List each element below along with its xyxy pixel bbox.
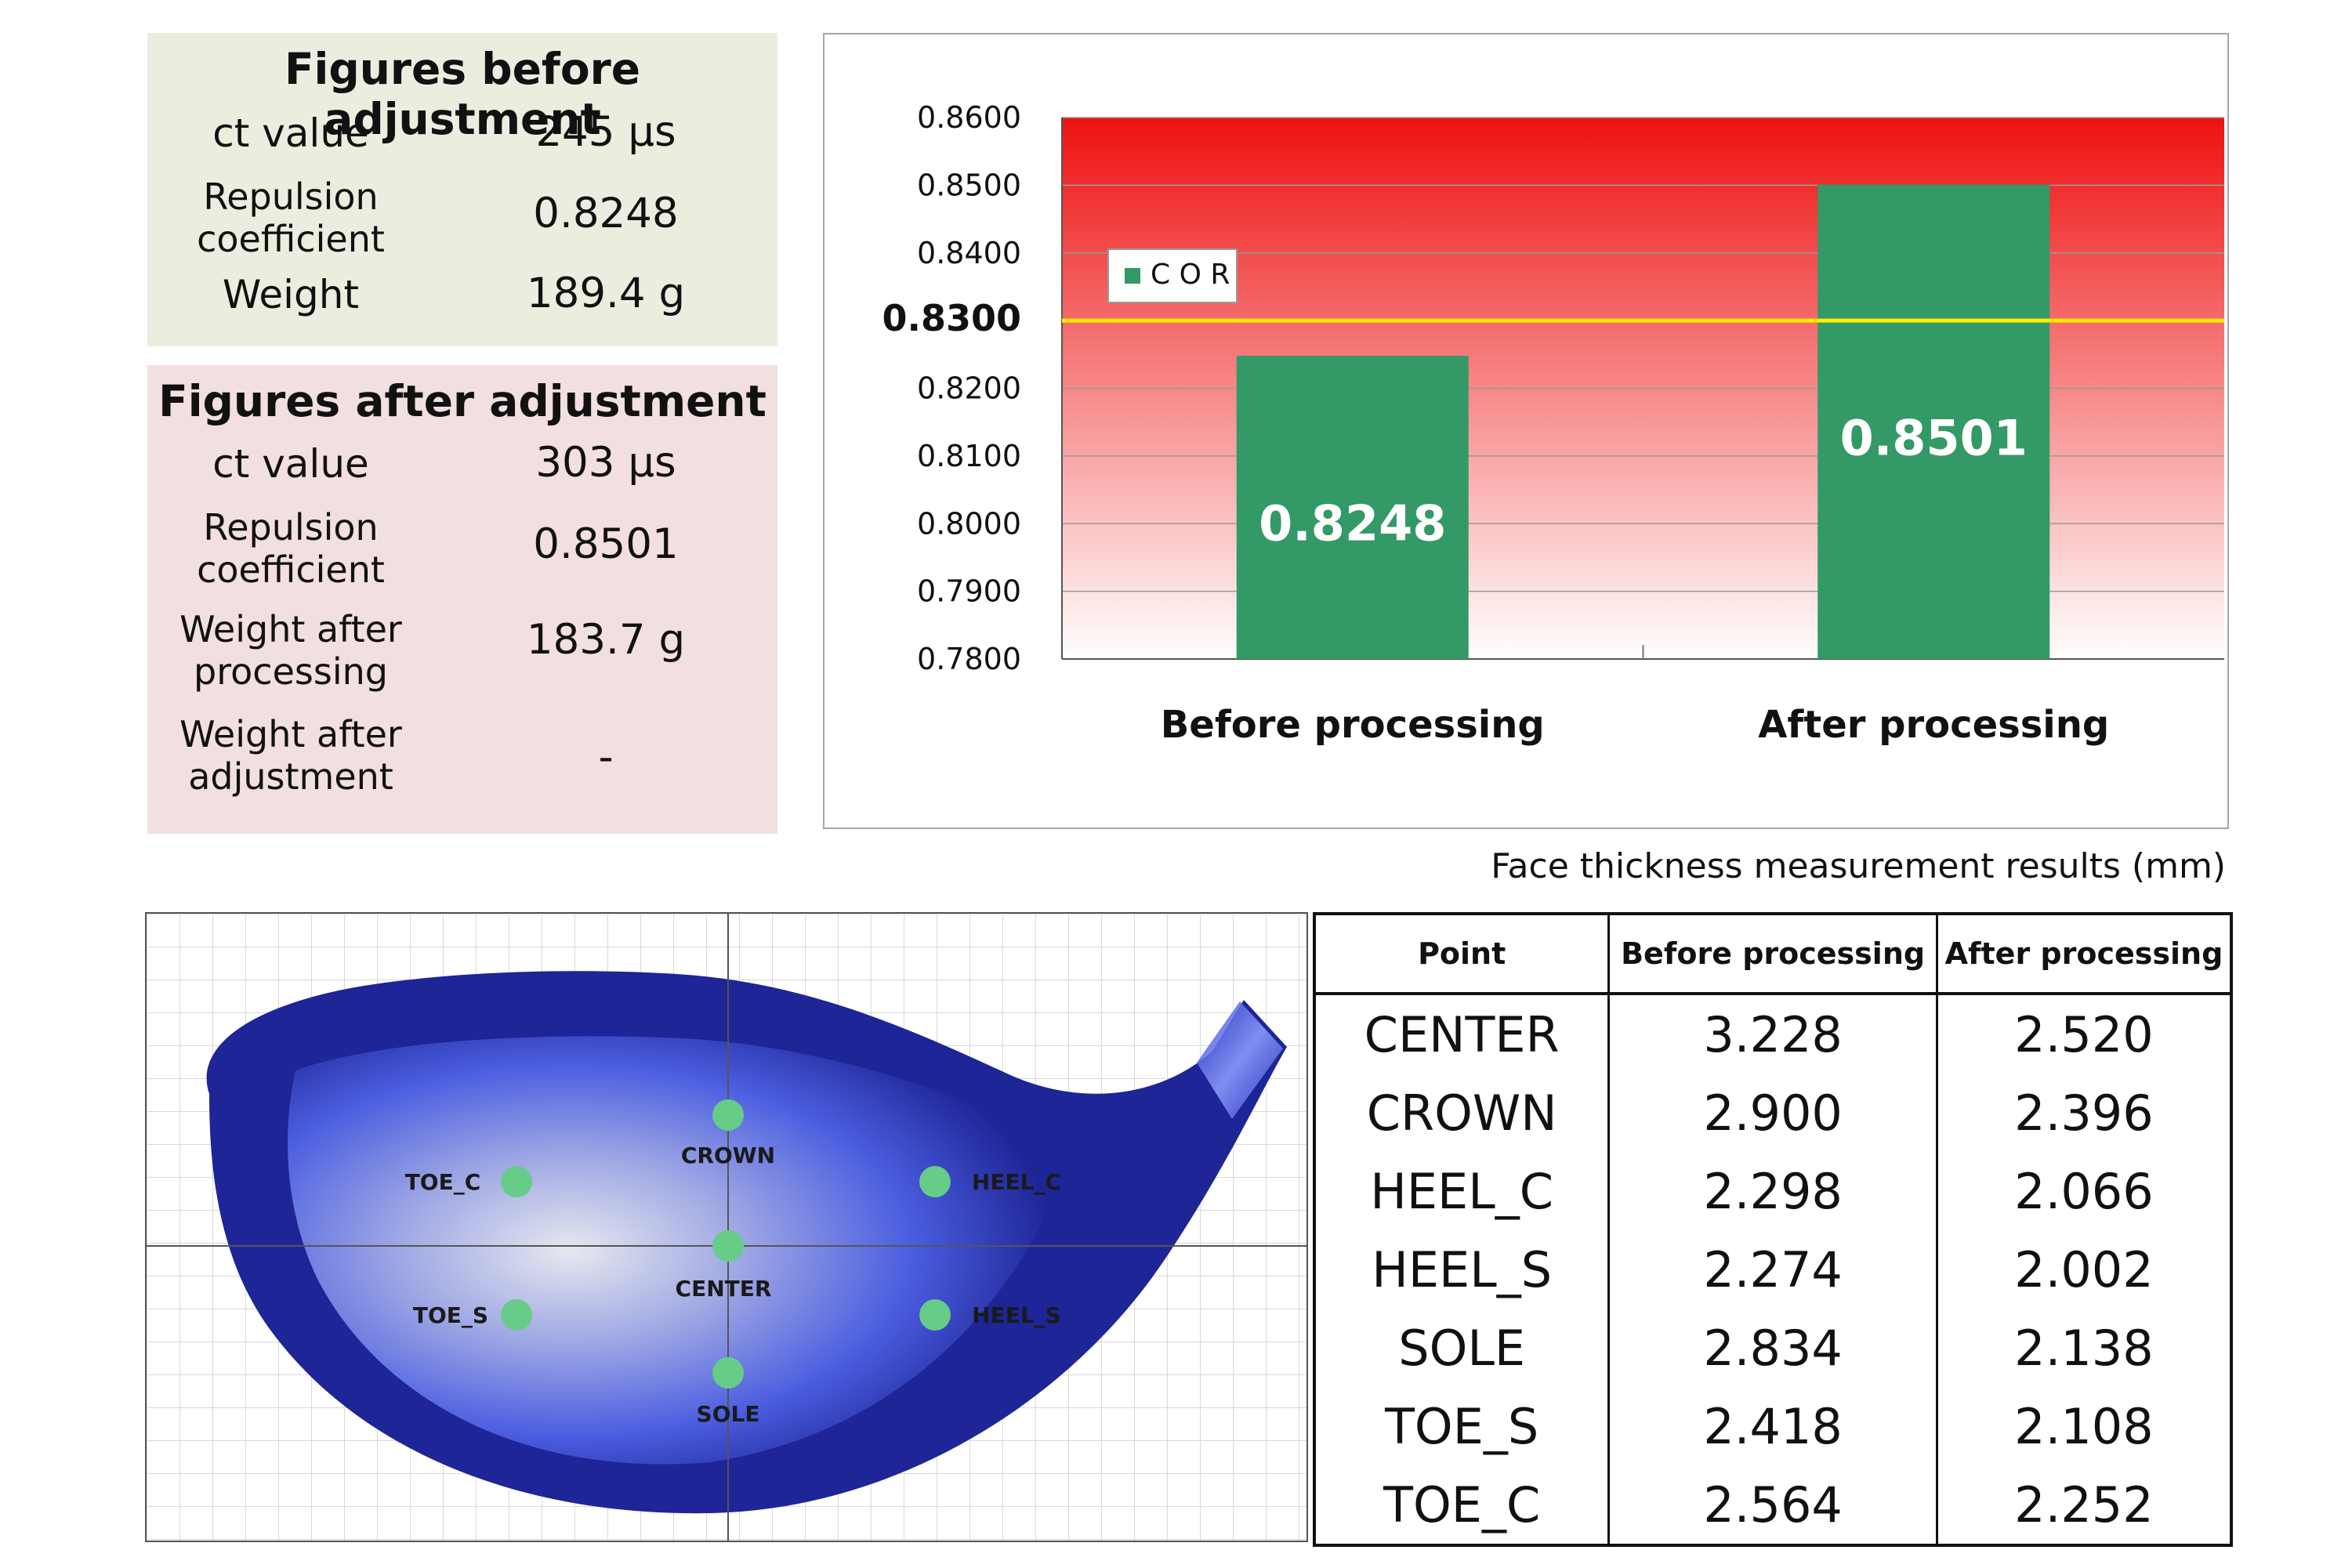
cell-after: 2.396: [2014, 1084, 2154, 1142]
crown-label: CROWN: [681, 1143, 775, 1168]
cell-point: CROWN: [1314, 1074, 1611, 1152]
face-diagram-svg: CROWN TOE_C HEEL_C CENTER TOE_S HEEL_S S…: [147, 914, 1306, 1541]
header-point: Point: [1314, 914, 1611, 995]
cell-after: 2.138: [2014, 1319, 2154, 1377]
header-before: Before processing: [1608, 914, 1938, 995]
after-ct-label: ct value: [212, 441, 369, 487]
label-line: coefficient: [197, 549, 385, 591]
toe-c-label: TOE_C: [405, 1169, 481, 1195]
hosel: [1197, 1001, 1283, 1119]
cell-point: TOE_S: [1314, 1387, 1611, 1465]
cell-before: 2.418: [1608, 1387, 1938, 1465]
label-line: adjustment: [188, 755, 393, 798]
cell-before: 2.834: [1608, 1309, 1938, 1387]
label-line: coefficient: [197, 218, 385, 260]
x-category-label: After processing: [1758, 703, 2109, 747]
heel-c-label: HEEL_C: [972, 1169, 1061, 1195]
before-panel-title: Figures before adjustment: [284, 44, 641, 144]
after-repulsion-value: 0.8501: [533, 520, 679, 568]
y-tick-label: 0.8600: [917, 100, 1021, 135]
thickness-table-caption: Face thickness measurement results (mm): [1491, 846, 2226, 886]
cell-point: HEEL_S: [1314, 1230, 1611, 1309]
cell-point: HEEL_C: [1314, 1152, 1611, 1230]
center-label: CENTER: [676, 1276, 772, 1302]
cell-before: 2.274: [1608, 1230, 1938, 1309]
before-weight-label: Weight: [222, 272, 360, 317]
before-repulsion-value: 0.8248: [533, 190, 679, 237]
before-weight-value: 189.4 g: [526, 270, 686, 317]
cell-point: CENTER: [1314, 994, 1611, 1074]
after-adjustment-panel: Figures after adjustment ct value 303 µs…: [147, 365, 777, 834]
before-ct-label: ct value: [212, 110, 369, 156]
before-ct-value: 245 µs: [535, 108, 676, 156]
after-repulsion-label: Repulsion coefficient: [147, 506, 434, 591]
cell-after: 2.520: [2014, 1005, 2154, 1063]
bar-value-label: 0.8248: [1259, 495, 1446, 552]
table-row: CROWN 2.900 2.396: [1314, 1074, 2231, 1152]
cell-before: 2.900: [1608, 1074, 1938, 1152]
y-tick-label: 0.8500: [917, 168, 1021, 202]
label-line: Weight after: [179, 713, 402, 755]
table-row: TOE_S 2.418 2.108: [1314, 1387, 2231, 1465]
y-tick-label: 0.8000: [917, 506, 1021, 541]
bar-value-label: 0.8501: [1840, 409, 2028, 466]
label-line: Repulsion: [203, 176, 379, 218]
table-row: HEEL_S 2.274 2.002: [1314, 1230, 2231, 1309]
cor-chart: 0.7800 0.7900 0.8000 0.8100 0.8200 0.8300 0.84…: [823, 33, 2229, 829]
after-weight-processing-label: Weight after processing: [147, 608, 434, 693]
cor-bar: [1236, 356, 1469, 659]
table-row: SOLE 2.834 2.138: [1314, 1309, 2231, 1387]
thickness-table: Point Before processing After processing…: [1313, 912, 2233, 1547]
y-tick-label: 0.7800: [917, 642, 1021, 676]
cell-point: TOE_C: [1314, 1465, 1611, 1545]
label-line: processing: [194, 650, 388, 693]
label-line: Repulsion: [203, 506, 379, 549]
cell-before: 2.564: [1608, 1465, 1938, 1545]
heel-s-label: HEEL_S: [972, 1302, 1061, 1328]
cell-after: 2.252: [2014, 1476, 2154, 1534]
after-ct-value: 303 µs: [535, 439, 676, 487]
club-face: [288, 1036, 1071, 1465]
legend-label: C O R: [1151, 259, 1230, 291]
cor-chart-svg: 0.7800 0.7900 0.8000 0.8100 0.8200 0.8300 0.84…: [882, 100, 2224, 747]
toe-c-point: [501, 1166, 532, 1197]
toe-s-label: TOE_S: [413, 1302, 488, 1328]
legend-swatch: [1125, 268, 1140, 284]
y-tick-label: 0.7900: [917, 574, 1021, 609]
label-line: Weight after: [179, 608, 402, 650]
cell-before: 2.298: [1608, 1152, 1938, 1230]
crown-point: [712, 1099, 744, 1131]
after-weight-adjustment-value: -: [598, 733, 614, 781]
header-after: After processing: [1937, 914, 2231, 995]
x-category-label: Before processing: [1161, 703, 1545, 747]
center-point: [712, 1230, 744, 1262]
sole-point: [712, 1357, 744, 1389]
cor-bar: [1817, 184, 2050, 660]
before-repulsion-label: Repulsion coefficient: [147, 176, 434, 260]
toe-s-point: [501, 1299, 532, 1331]
heel-c-point: [919, 1166, 951, 1197]
y-tick-label: 0.8200: [917, 371, 1021, 406]
sole-label: SOLE: [697, 1401, 760, 1427]
before-adjustment-panel: Figures before adjustment ct value 245 µ…: [147, 33, 777, 346]
table-row: TOE_C 2.564 2.252: [1314, 1465, 2231, 1545]
y-tick-label: 0.8100: [917, 439, 1021, 473]
cell-point: SOLE: [1314, 1309, 1611, 1387]
cell-after: 2.108: [2014, 1397, 2154, 1455]
after-panel-title: Figures after adjustment: [158, 376, 766, 426]
y-tick-label: 0.8400: [917, 236, 1021, 270]
after-weight-processing-value: 183.7 g: [526, 616, 686, 664]
cell-after: 2.066: [2014, 1162, 2154, 1220]
cell-before: 3.228: [1608, 994, 1938, 1074]
heel-s-point: [919, 1299, 951, 1331]
cell-after: 2.002: [2014, 1240, 2154, 1298]
table-row: HEEL_C 2.298 2.066: [1314, 1152, 2231, 1230]
table-row: CENTER 3.228 2.520: [1314, 994, 2231, 1074]
table-header-row: Point Before processing After processing: [1314, 914, 2231, 995]
after-weight-adjustment-label: Weight after adjustment: [147, 713, 434, 798]
y-tick-label: 0.8300: [882, 297, 1021, 339]
face-diagram: CROWN TOE_C HEEL_C CENTER TOE_S HEEL_S S…: [145, 912, 1308, 1542]
